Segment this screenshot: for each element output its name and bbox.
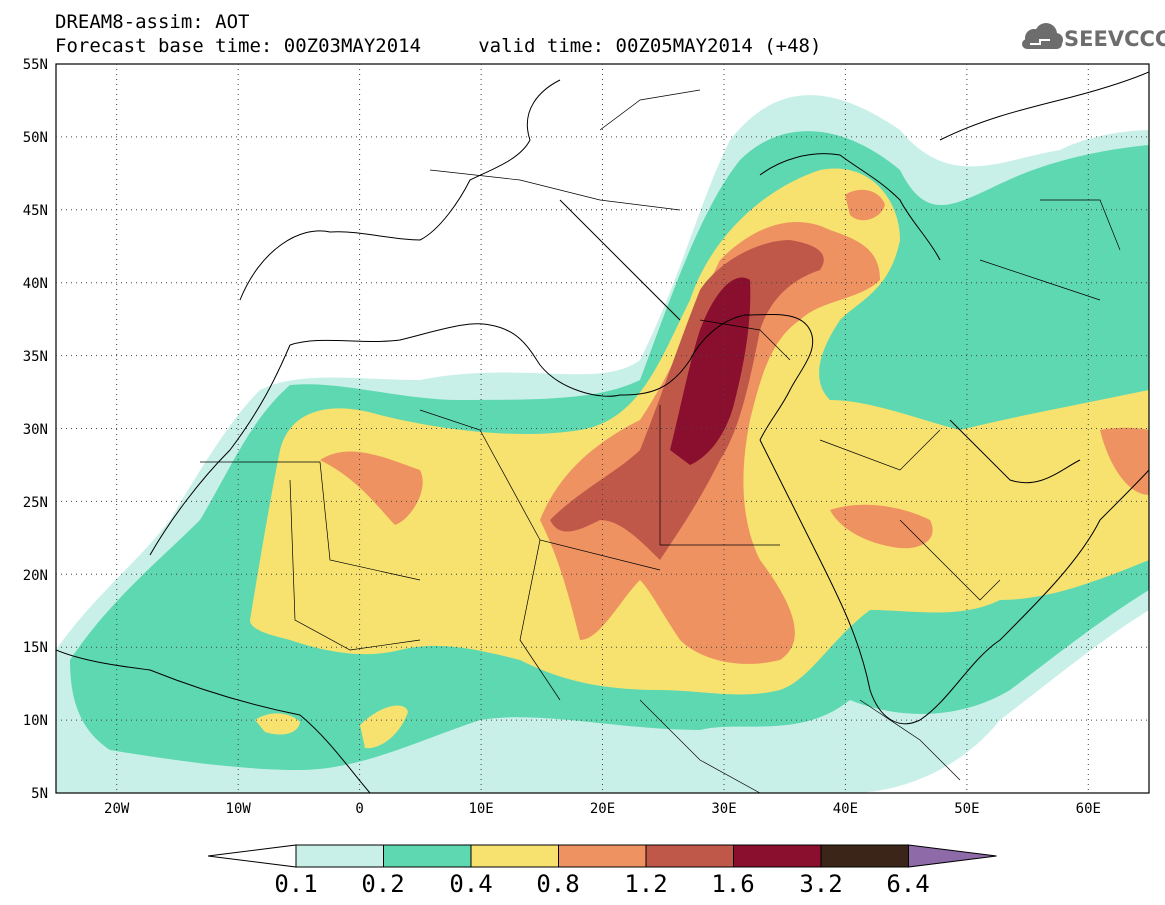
lon-label: 50E: [954, 801, 979, 817]
lon-label: 10E: [468, 801, 493, 817]
colorbar-label: 6.4: [886, 870, 930, 898]
colorbar-label: 1.6: [711, 870, 755, 898]
seevccc-logo-text: SEEVCCC: [1064, 27, 1165, 51]
map-title: DREAM8-assim: AOT: [55, 11, 250, 33]
lon-label: 30E: [711, 801, 736, 817]
lat-label: 25N: [23, 495, 48, 511]
lon-label: 20E: [590, 801, 615, 817]
longitude-labels: 20W 10W 0 10E 20E 30E 40E 50E 60E: [104, 801, 1101, 817]
lat-label: 50N: [23, 130, 48, 146]
colorbar-overflow-triangle: [908, 844, 997, 868]
colorbar-label: 0.4: [449, 870, 493, 898]
colorbar-underflow-triangle: [207, 844, 297, 868]
colorbar-swatch: [558, 844, 647, 868]
lon-label: 10W: [226, 801, 252, 817]
lat-label: 20N: [23, 568, 48, 584]
colorbar-swatch: [295, 844, 384, 868]
lat-label: 30N: [23, 422, 48, 438]
country-borders: [200, 89, 1121, 793]
lat-label: 35N: [23, 349, 48, 365]
colorbar-swatch: [820, 844, 909, 868]
cloud-icon: [1022, 23, 1063, 49]
colorbar: [207, 844, 997, 868]
colorbar-swatch: [733, 844, 822, 868]
colorbar-swatch: [645, 844, 734, 868]
colorbar-label: 1.2: [624, 870, 668, 898]
forecast-time-line: Forecast base time: 00Z03MAY2014 valid t…: [55, 35, 822, 57]
lat-label: 40N: [23, 276, 48, 292]
colorbar-swatch: [470, 844, 559, 868]
lon-label: 0: [355, 801, 363, 817]
colorbar-label: 0.2: [361, 870, 405, 898]
colorbar-label: 0.8: [536, 870, 580, 898]
lat-label: 45N: [23, 203, 48, 219]
colorbar-label: 0.1: [274, 870, 318, 898]
lat-label: 55N: [23, 57, 48, 73]
lat-label: 10N: [23, 713, 48, 729]
colorbar-label: 3.2: [799, 870, 843, 898]
lon-label: 60E: [1076, 801, 1101, 817]
lon-label: 20W: [104, 801, 130, 817]
lat-label: 5N: [31, 786, 48, 802]
lon-label: 40E: [833, 801, 858, 817]
latitude-labels: 55N 50N 45N 40N 35N 30N 25N 20N 15N 10N …: [23, 57, 48, 802]
colorbar-swatch: [383, 844, 472, 868]
lat-label: 15N: [23, 640, 48, 656]
coastlines: [56, 71, 1149, 793]
gridlines: [56, 64, 1149, 793]
